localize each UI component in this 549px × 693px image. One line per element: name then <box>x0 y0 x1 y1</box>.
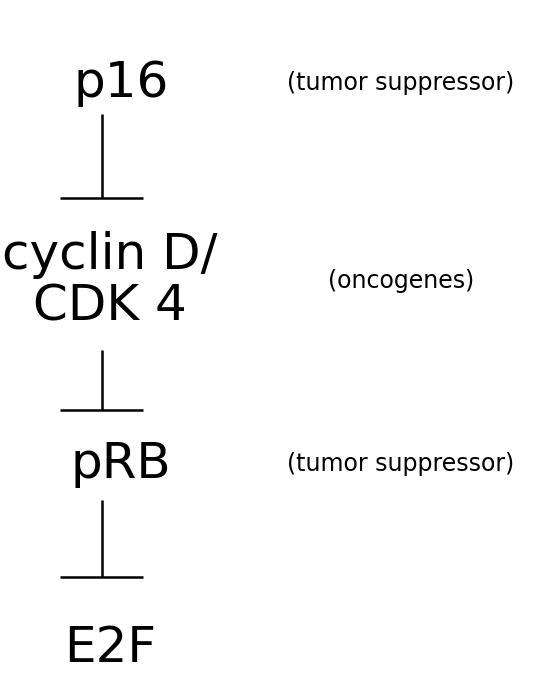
Text: cyclin D/
CDK 4: cyclin D/ CDK 4 <box>2 231 217 331</box>
Text: E2F: E2F <box>64 624 156 672</box>
Text: p16: p16 <box>73 59 169 107</box>
Text: (tumor suppressor): (tumor suppressor) <box>287 71 514 95</box>
Text: (oncogenes): (oncogenes) <box>328 269 474 292</box>
Text: (tumor suppressor): (tumor suppressor) <box>287 453 514 476</box>
Text: pRB: pRB <box>70 440 171 489</box>
